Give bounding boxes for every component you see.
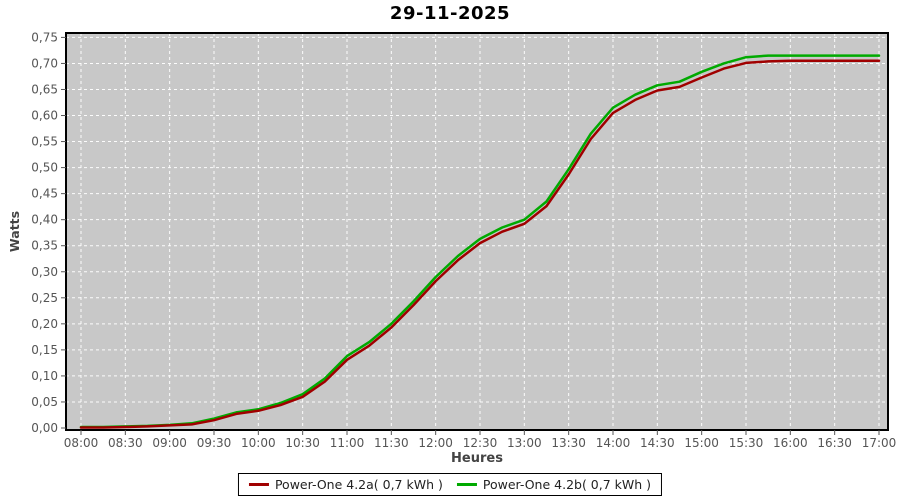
y-axis-title: Watts: [7, 211, 22, 252]
y-axis-tick-label: 0,10: [31, 369, 58, 383]
x-axis-title: Heures: [451, 451, 503, 466]
x-axis-tick-label: 08:30: [108, 436, 143, 450]
x-axis-tick-label: 09:30: [197, 436, 232, 450]
y-axis-tick-label: 0,00: [31, 421, 58, 435]
y-axis-tick-label: 0,55: [31, 135, 58, 149]
plot-border: [65, 32, 889, 431]
legend-line-swatch: [456, 483, 477, 486]
y-axis-tick-label: 0,60: [31, 109, 58, 123]
plot-area-background: [66, 33, 888, 430]
x-axis-tick-label: 15:30: [729, 436, 764, 450]
y-axis-tick-label: 0,30: [31, 265, 58, 279]
y-axis-tick-label: 0,15: [31, 343, 58, 357]
y-axis-tick-label: 0,75: [31, 30, 58, 44]
x-axis-tick-label: 11:00: [330, 436, 365, 450]
legend-label: Power-One 4.2b( 0,7 kWh ): [482, 477, 652, 492]
x-axis-tick-label: 17:00: [862, 436, 897, 450]
chart-legend: Power-One 4.2a( 0,7 kWh ) Power-One 4.2b(…: [237, 473, 663, 496]
legend-line-swatch: [248, 483, 269, 486]
x-axis-tick-label: 16:00: [773, 436, 808, 450]
y-axis-tick-label: 0,45: [31, 187, 58, 201]
y-axis-tick-label: 0,05: [31, 395, 58, 409]
y-axis-tick-label: 0,40: [31, 213, 58, 227]
legend-item: Power-One 4.2a( 0,7 kWh ): [248, 477, 443, 492]
x-axis-tick-label: 13:00: [507, 436, 542, 450]
x-axis-tick-label: 16:30: [817, 436, 852, 450]
x-axis-tick-label: 08:00: [64, 436, 99, 450]
x-axis-tick-label: 10:30: [285, 436, 320, 450]
legend-item: Power-One 4.2b( 0,7 kWh ): [456, 477, 652, 492]
y-axis-tick-label: 0,25: [31, 291, 58, 305]
chart-title: 29-11-2025: [389, 3, 511, 24]
line-chart: 0,00 0,05 0,10 0,15 0,20 0,25 0,30 0,35 0,40 0,45…: [7, 30, 897, 466]
series-line: [79, 54, 881, 429]
legend-label: Power-One 4.2a( 0,7 kWh ): [274, 477, 443, 492]
x-axis-tick-label: 15:00: [684, 436, 719, 450]
x-axis-tick-label: 14:00: [596, 436, 631, 450]
x-axis-tick-label: 12:30: [463, 436, 498, 450]
x-axis-tick-label: 11:30: [374, 436, 409, 450]
y-axis-tick-label: 0,50: [31, 161, 58, 175]
y-axis-tick-label: 0,65: [31, 82, 58, 96]
x-axis-tick-label: 14:30: [640, 436, 675, 450]
x-axis-tick-label: 13:30: [551, 436, 586, 450]
series-line: [79, 59, 881, 429]
x-axis-tick-label: 12:00: [418, 436, 453, 450]
y-axis-tick-label: 0,70: [31, 56, 58, 70]
x-axis-tick-label: 10:00: [241, 436, 276, 450]
y-axis-tick-label: 0,35: [31, 239, 58, 253]
y-axis-tick-label: 0,20: [31, 317, 58, 331]
x-axis-tick-label: 09:00: [152, 436, 187, 450]
